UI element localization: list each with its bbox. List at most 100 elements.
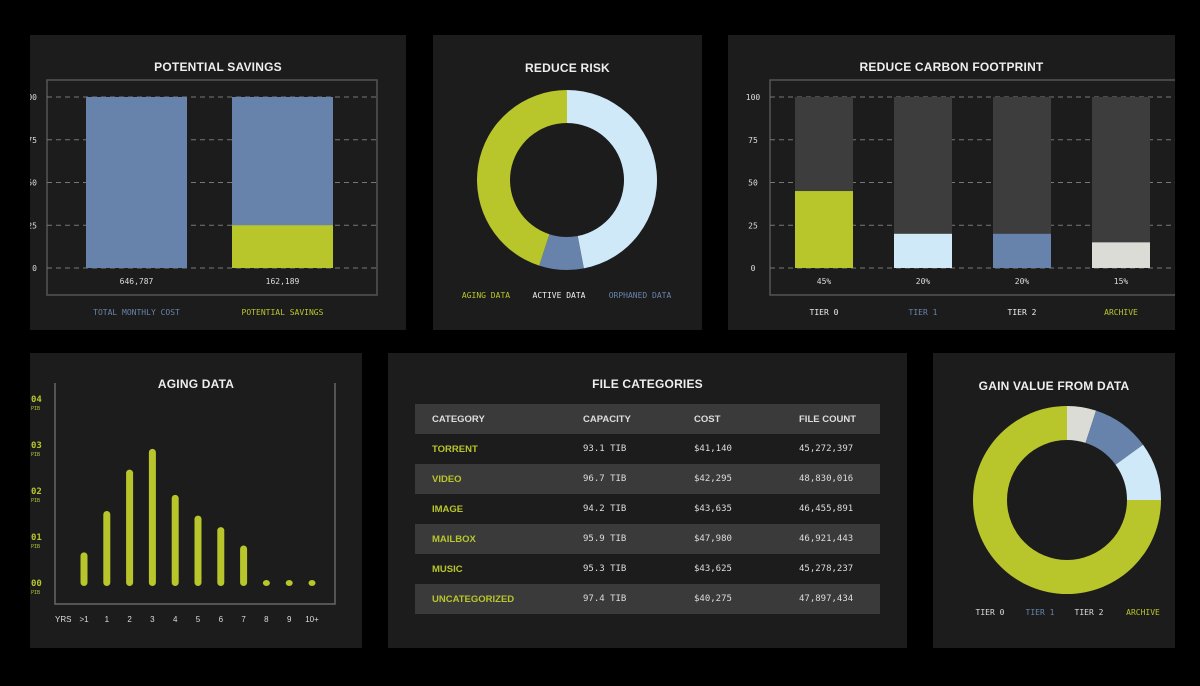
bar	[308, 580, 316, 586]
potential-savings-panel: POTENTIAL SAVINGS 100 75 50 25 0 646,787 TOTAL…	[30, 35, 406, 330]
file-count-cell: 46,455,891	[799, 504, 854, 514]
y-tick-label: 100	[30, 93, 37, 102]
table-row: MUSIC 95.3 TIB $43,625 45,278,237	[415, 554, 880, 584]
legend-label: TIER 1	[1026, 608, 1055, 617]
table-row: UNCATEGORIZED 97.4 TIB $40,275 47,897,434	[415, 584, 880, 614]
bar-value-label: 45%	[817, 277, 832, 286]
capacity-cell: 95.9 TIB	[566, 524, 677, 554]
y-tick-label: 50	[748, 179, 758, 188]
y-tick-label: 00	[31, 579, 42, 589]
table-row: IMAGE 94.2 TIB $43,635 46,455,891	[415, 494, 880, 524]
cost-cell: $47,980	[677, 524, 782, 554]
legend-label: TIER 0	[976, 608, 1005, 617]
table-row: TORRENT 93.1 TIB $41,140 45,272,397	[415, 434, 880, 464]
donut-slice	[973, 406, 1161, 594]
capacity-cell: 94.2 TIB	[583, 504, 627, 514]
table-header: CATEGORY CAPACITY COST FILE COUNT	[415, 404, 880, 434]
panel-title: FILE CATEGORIES	[592, 377, 703, 391]
y-tick-label: 50	[30, 179, 37, 188]
y-tick-label: 02	[31, 487, 42, 497]
legend-label: ORPHANED DATA	[609, 291, 672, 300]
bar	[103, 511, 111, 586]
category-cell: VIDEO	[415, 464, 566, 494]
cost-cell: $43,635	[694, 504, 732, 514]
bar	[194, 515, 202, 586]
bar	[171, 494, 179, 586]
panel-title: POTENTIAL SAVINGS	[154, 60, 282, 74]
bar-value-label: 15%	[1114, 277, 1129, 286]
file-count-cell: 47,897,434	[782, 584, 880, 614]
y-tick-unit: PIB	[31, 590, 40, 596]
y-tick-label: 25	[30, 221, 37, 230]
bar	[285, 580, 293, 586]
x-tick-label: 10+	[305, 615, 319, 624]
y-tick-label: 03	[31, 441, 42, 451]
legend-label: TIER 0	[810, 308, 839, 317]
bar-value	[1092, 242, 1150, 268]
y-tick-label: 0	[751, 264, 756, 273]
legend-label: TIER 2	[1008, 308, 1037, 317]
bar-value	[993, 233, 1051, 268]
bar-savings	[232, 225, 333, 268]
aging-data-panel: AGING DATA 00 PIB 01 PIB 02 PIB 03 PIB 04 PIB YRS >…	[30, 353, 362, 648]
y-tick-unit: PIB	[31, 452, 40, 458]
bar	[148, 448, 156, 586]
y-tick-label: 75	[30, 136, 37, 145]
x-tick-label: 3	[150, 615, 155, 624]
y-tick-unit: PIB	[31, 544, 40, 550]
x-tick-label: 6	[219, 615, 224, 624]
cost-cell: $41,140	[694, 444, 732, 454]
legend-label: POTENTIAL SAVINGS	[242, 308, 324, 317]
reduce-risk-donut: AGING DATA ACTIVE DATA ORPHANED DATA	[462, 90, 672, 300]
col-header: CAPACITY	[566, 404, 677, 434]
plot-frame	[46, 79, 378, 296]
bar-background	[1092, 97, 1150, 268]
panel-title: REDUCE RISK	[525, 61, 610, 75]
col-header: CATEGORY	[415, 404, 566, 434]
donut-slice	[1067, 406, 1097, 443]
capacity-cell: 96.7 TIB	[566, 464, 677, 494]
bar-value-label: 162,189	[266, 277, 300, 286]
legend-label: AGING DATA	[462, 291, 510, 300]
legend-label: ACTIVE DATA	[533, 291, 586, 300]
cost-cell: $43,625	[694, 564, 732, 574]
gain-value-panel: GAIN VALUE FROM DATA TIER 0 TIER 1 TIER 2 A…	[933, 353, 1175, 648]
bar-total	[86, 97, 187, 268]
potential-savings-chart: 100 75 50 25 0 646,787 TOTAL MONTHLY COST 162,1…	[30, 79, 378, 317]
bar	[262, 580, 270, 586]
donut-slice	[567, 90, 657, 269]
y-tick-label: 75	[748, 136, 758, 145]
bar-value-label: 20%	[916, 277, 931, 286]
bar	[126, 469, 134, 586]
x-tick-label: 5	[196, 615, 201, 624]
file-count-cell: 46,921,443	[782, 524, 880, 554]
category-cell: MUSIC	[432, 563, 463, 575]
x-tick-label: >1	[79, 615, 89, 624]
y-tick-unit: PIB	[31, 406, 40, 412]
x-tick-label: 9	[287, 615, 292, 624]
category-cell: UNCATEGORIZED	[415, 584, 566, 614]
x-tick-label: 1	[105, 615, 110, 624]
y-tick-unit: PIB	[31, 498, 40, 504]
y-tick-label: 0	[32, 264, 37, 273]
plot-frame	[54, 383, 336, 605]
y-tick-label: 100	[746, 93, 761, 102]
donut-slice	[1085, 410, 1144, 465]
x-axis-label: YRS	[55, 615, 71, 624]
bar	[80, 552, 88, 586]
plot-frame	[769, 79, 1175, 296]
y-tick-label: 01	[31, 533, 42, 543]
bar	[217, 527, 225, 586]
file-count-cell: 45,272,397	[799, 444, 854, 454]
bar-value	[894, 233, 952, 268]
legend-label: TIER 2	[1075, 608, 1104, 617]
x-tick-label: 7	[241, 615, 246, 624]
panel-title: GAIN VALUE FROM DATA	[978, 379, 1130, 393]
donut-slice	[539, 234, 584, 270]
category-cell: MAILBOX	[415, 524, 566, 554]
bar-value-label: 20%	[1015, 277, 1030, 286]
file-categories-panel: FILE CATEGORIES CATEGORY CAPACITY COST F…	[388, 353, 907, 648]
capacity-cell: 97.4 TIB	[566, 584, 677, 614]
donut-slice	[1115, 444, 1161, 500]
